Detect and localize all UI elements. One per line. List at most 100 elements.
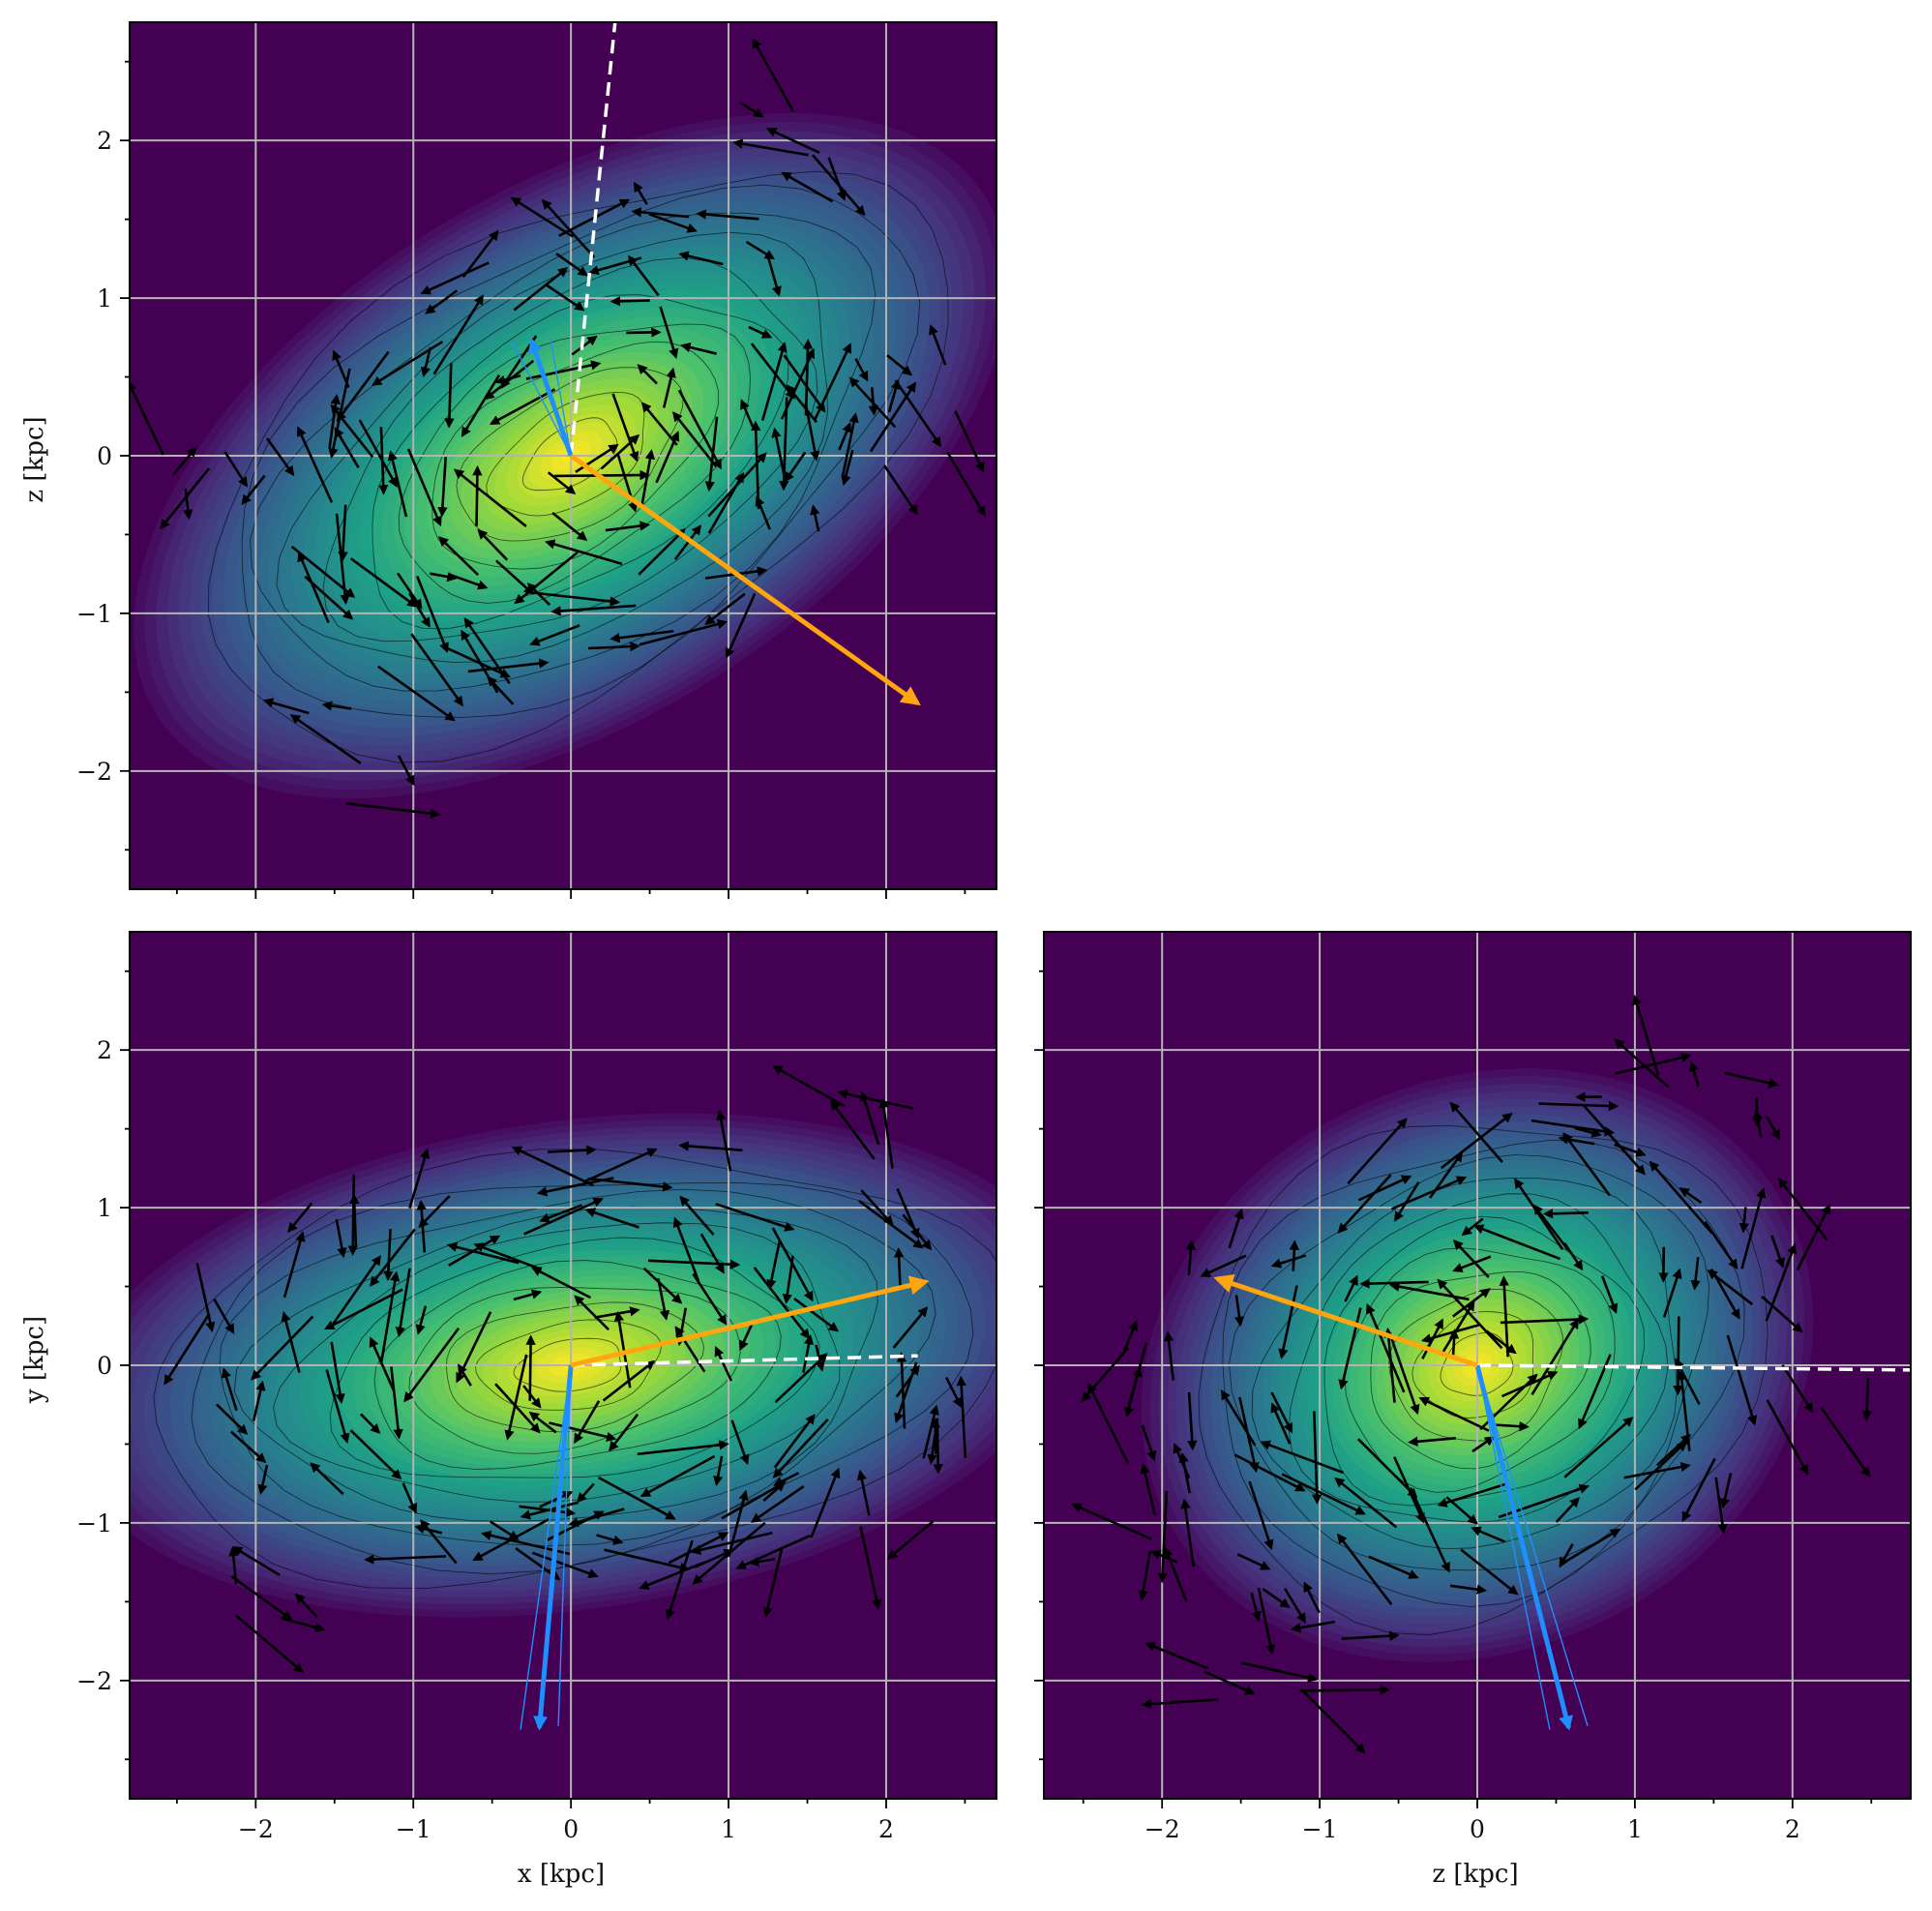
velocity-arrow xyxy=(677,389,723,470)
velocity-arrow xyxy=(446,646,511,678)
velocity-arrow xyxy=(1688,1060,1700,1088)
y-tick-label: −2 xyxy=(76,758,112,786)
velocity-arrow xyxy=(783,354,826,413)
velocity-arrow xyxy=(673,524,702,560)
velocity-arrow xyxy=(387,450,408,518)
y-tick-label: 2 xyxy=(97,127,112,155)
contour-line xyxy=(233,1206,878,1522)
velocity-arrow xyxy=(1389,1336,1420,1416)
velocity-arrow xyxy=(1500,1314,1590,1325)
velocity-arrow xyxy=(762,1547,784,1618)
velocity-arrow xyxy=(1623,1461,1691,1479)
velocity-arrow xyxy=(489,388,556,426)
velocity-arrow xyxy=(574,1295,610,1331)
velocity-arrow xyxy=(549,1421,617,1443)
velocity-arrow xyxy=(195,1263,216,1332)
velocity-arrow xyxy=(172,446,197,476)
velocity-arrow xyxy=(223,451,248,488)
velocity-arrow xyxy=(1428,1151,1464,1199)
velocity-arrow xyxy=(1347,1118,1408,1185)
velocity-arrow xyxy=(665,1539,694,1621)
velocity-arrow xyxy=(583,1148,658,1183)
velocity-arrow xyxy=(530,1267,592,1299)
velocity-arrow xyxy=(730,1419,750,1465)
velocity-arrow xyxy=(878,1097,894,1169)
velocity-arrow xyxy=(410,633,463,707)
velocity-arrow xyxy=(728,1489,749,1558)
velocity-arrow xyxy=(765,254,782,297)
velocity-arrow xyxy=(587,1177,673,1192)
velocity-arrow xyxy=(1781,1363,1814,1414)
velocity-arrow xyxy=(1144,1641,1209,1670)
velocity-arrow xyxy=(1409,1487,1450,1573)
velocity-arrow xyxy=(325,1369,350,1444)
velocity-arrow xyxy=(633,181,648,205)
velocity-arrow xyxy=(802,339,814,416)
velocity-arrow xyxy=(437,457,448,518)
velocity-arrow xyxy=(551,511,588,542)
velocity-arrow xyxy=(1071,1503,1152,1540)
zy-dashed-axis xyxy=(1476,1363,1911,1372)
velocity-arrow xyxy=(432,294,484,375)
contour-line xyxy=(1370,1270,1591,1470)
velocity-arrow xyxy=(511,1146,594,1187)
velocity-arrow xyxy=(297,551,330,624)
velocity-arrow xyxy=(1338,1307,1362,1390)
velocity-arrow xyxy=(408,1148,431,1209)
velocity-arrow xyxy=(1709,1269,1740,1320)
zy-ticks xyxy=(1034,970,1873,1808)
contour-line xyxy=(1198,1124,1769,1636)
x-tick-label: −2 xyxy=(1144,1815,1180,1843)
velocity-arrow xyxy=(504,1354,528,1441)
y-tick-label: 0 xyxy=(97,1352,112,1380)
velocity-arrow xyxy=(420,346,432,378)
velocity-arrow xyxy=(420,261,490,295)
velocity-arrow xyxy=(221,1367,238,1412)
velocity-arrow xyxy=(444,363,455,429)
velocity-arrow xyxy=(1163,1330,1175,1381)
velocity-arrow xyxy=(1437,1481,1509,1508)
velocity-arrow xyxy=(1141,1698,1219,1710)
velocity-arrow xyxy=(1260,1440,1344,1475)
velocity-arrow xyxy=(550,604,637,616)
velocity-arrow xyxy=(886,354,912,376)
velocity-arrow xyxy=(406,448,442,527)
velocity-arrow xyxy=(1559,1543,1574,1568)
velocity-arrow xyxy=(868,387,878,416)
velocity-arrow xyxy=(446,1241,520,1265)
velocity-arrow xyxy=(390,1366,403,1440)
velocity-arrow xyxy=(755,495,771,530)
velocity-arrow xyxy=(1408,1436,1456,1447)
velocity-arrow xyxy=(696,209,759,221)
velocity-arrow xyxy=(1220,1389,1257,1447)
xy-plot-area: −2 −1 0 1 2 −2 −1 0 1 2 xyxy=(76,931,997,1843)
velocity-arrow xyxy=(1187,1391,1198,1451)
xz-blue-cone-line xyxy=(512,342,572,457)
velocity-arrow xyxy=(1448,1329,1460,1356)
velocity-arrow xyxy=(526,590,621,607)
velocity-arrow xyxy=(522,1385,542,1409)
velocity-arrow xyxy=(954,410,985,473)
xy-xlabel: x [kpc] xyxy=(518,1860,605,1889)
velocity-arrow xyxy=(1632,995,1660,1076)
velocity-arrow xyxy=(338,504,348,562)
velocity-arrow xyxy=(574,1400,601,1445)
velocity-arrow xyxy=(160,467,211,530)
velocity-arrow xyxy=(1157,1490,1169,1584)
velocity-arrow xyxy=(781,171,834,203)
velocity-arrow xyxy=(281,1311,301,1373)
velocity-arrow xyxy=(732,138,809,157)
velocity-arrow xyxy=(1677,1369,1691,1451)
velocity-arrow xyxy=(418,1195,451,1229)
velocity-arrow xyxy=(837,1089,914,1110)
velocity-arrow xyxy=(674,1326,706,1373)
velocity-arrow xyxy=(813,343,851,421)
contour-line xyxy=(456,367,684,542)
velocity-arrow xyxy=(639,1561,706,1590)
velocity-arrow xyxy=(235,1614,305,1674)
velocity-arrow xyxy=(1649,1160,1713,1235)
contour-line xyxy=(373,1260,782,1470)
contour-line xyxy=(207,170,949,763)
velocity-arrow xyxy=(753,1267,811,1340)
velocity-arrow xyxy=(604,1548,691,1573)
